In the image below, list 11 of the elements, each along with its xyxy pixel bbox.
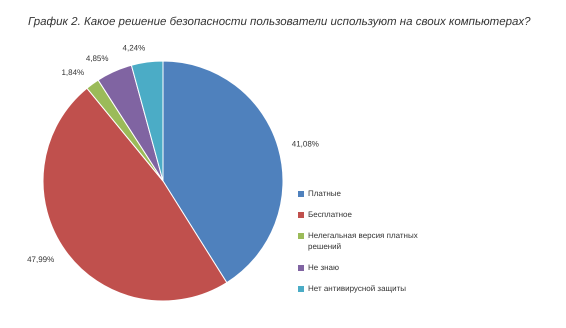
legend-label: Бесплатное bbox=[308, 209, 352, 220]
chart-title: График 2. Какое решение безопасности пользователи используют на своих компьютерах? bbox=[27, 15, 532, 30]
data-label: 4,85% bbox=[86, 54, 109, 64]
legend-label: Нет антивирусной защиты bbox=[308, 283, 406, 294]
data-label: 1,84% bbox=[61, 68, 84, 78]
legend-label: Нелегальная версия платных решений bbox=[308, 230, 419, 252]
data-label: 47,99% bbox=[27, 254, 54, 264]
legend-label: Платные bbox=[308, 188, 341, 199]
legend-label: Не знаю bbox=[308, 262, 339, 273]
data-label: 4,24% bbox=[122, 44, 146, 53]
data-label: 41,08% bbox=[292, 139, 319, 148]
